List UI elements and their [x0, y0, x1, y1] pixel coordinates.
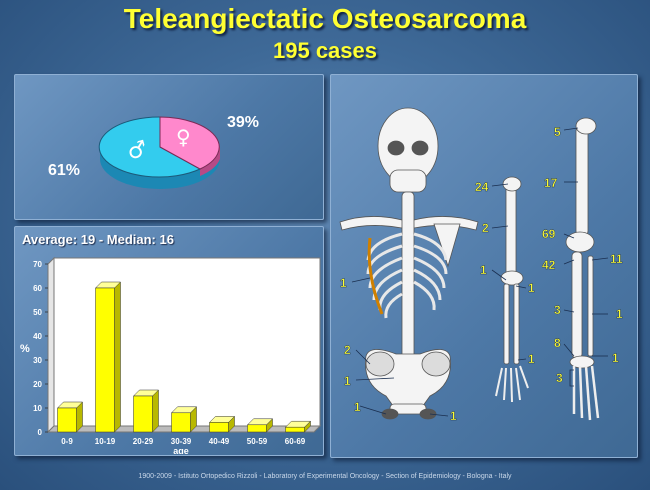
y-tick-label: 0 — [38, 428, 43, 437]
sex-pie-chart: ♂ ♀ 39% 61% — [48, 114, 259, 189]
site-radius-distal: 1 — [528, 352, 535, 366]
page-title: Teleangiectatic Osteosarcoma — [123, 3, 527, 34]
knee — [565, 231, 595, 253]
hand — [495, 365, 529, 403]
y-tick-label: 20 — [33, 380, 42, 389]
y-tick-label: 60 — [33, 284, 42, 293]
y-tick-label: 30 — [33, 356, 42, 365]
bar — [57, 407, 77, 433]
obturator-right — [419, 408, 437, 420]
x-tick-label: 50-59 — [247, 437, 268, 446]
jaw — [389, 169, 427, 193]
ankle — [569, 355, 595, 369]
y-tick-label: 50 — [33, 308, 42, 317]
female-symbol: ♀ — [176, 125, 191, 149]
obturator-left — [381, 408, 399, 420]
pie-slice-male — [98, 116, 202, 178]
site-ulna: 1 — [528, 281, 535, 295]
site-pelvis-low: 1 — [354, 400, 361, 414]
femur — [575, 125, 589, 237]
male-percent-label: 61% — [48, 162, 80, 179]
eye-socket-left — [387, 140, 405, 156]
y-tick-label: 70 — [33, 260, 42, 269]
site-ribs: 1 — [340, 276, 347, 290]
bar — [95, 287, 115, 433]
bar — [285, 426, 305, 433]
foot — [572, 365, 600, 421]
site-humerus-distal: 1 — [480, 263, 487, 277]
female-percent-label: 39% — [227, 114, 259, 131]
y-tick-label: 40 — [33, 332, 42, 341]
radius — [513, 283, 520, 365]
ribcage — [366, 232, 448, 319]
site-pubis: 1 — [450, 409, 457, 423]
pie-slice-female — [159, 116, 220, 170]
y-tick-label: 10 — [33, 404, 42, 413]
site-tibia-shaft: 3 — [554, 303, 561, 317]
site-tibia-proximal: 42 — [542, 258, 556, 272]
page-subtitle: 195 cases — [273, 38, 377, 63]
pelvis-right-ilium — [421, 351, 451, 377]
chart-back-wall — [53, 257, 321, 427]
x-tick-label: 60-69 — [285, 437, 306, 446]
x-tick-label: 20-29 — [133, 437, 154, 446]
bar — [133, 395, 153, 433]
ulna — [503, 283, 510, 365]
bar — [247, 424, 267, 433]
skeleton-illustration: 1 2 1 1 1 24 2 1 1 1 5 17 69 42 11 3 1 8… — [339, 107, 623, 423]
site-foot: 3 — [556, 371, 563, 385]
bar — [171, 412, 191, 433]
site-fibula-shaft: 1 — [616, 307, 623, 321]
elbow — [500, 270, 524, 286]
site-fibula-distal: 1 — [612, 351, 619, 365]
tibia — [571, 251, 583, 359]
bar-side — [114, 281, 121, 433]
chart-side-wall — [47, 256, 55, 434]
site-humerus-proximal: 24 — [475, 180, 489, 194]
femur-head — [575, 117, 597, 135]
x-tick-label: 10-19 — [95, 437, 116, 446]
humerus-head — [502, 176, 522, 192]
fibula — [587, 255, 594, 357]
site-tibia-distal: 8 — [554, 336, 561, 350]
x-axis-label: age — [173, 446, 189, 454]
humerus — [505, 179, 517, 277]
scapula — [433, 223, 461, 268]
site-femur-shaft: 17 — [544, 176, 558, 190]
x-tick-label: 40-49 — [209, 437, 230, 446]
average-median-text: Average: 19 - Median: 16 — [22, 232, 174, 247]
age-bar-chart: 0 10 20 30 40 50 60 70% 0-9 10-19 20-29 30-39 40-49 5… — [20, 256, 322, 454]
site-fibula-proximal: 11 — [610, 252, 623, 266]
site-pelvis-ilium: 2 — [344, 343, 351, 357]
eye-socket-right — [411, 140, 429, 156]
y-axis-label: % — [20, 343, 30, 355]
bar-side — [152, 389, 159, 433]
ribs-highlight — [367, 237, 384, 315]
spine — [401, 191, 415, 363]
x-tick-label: 0-9 — [61, 437, 73, 446]
x-tick-label: 30-39 — [171, 437, 192, 446]
site-pelvis-mid: 1 — [344, 374, 351, 388]
site-femur-distal: 69 — [542, 227, 556, 241]
footer-credits: 1900-2009 - Istituto Ortopedico Rizzoli … — [138, 473, 512, 480]
site-humerus-shaft: 2 — [482, 221, 489, 235]
pelvis-left-ilium — [365, 351, 395, 377]
bar — [209, 422, 229, 433]
site-femur-head: 5 — [554, 125, 561, 139]
